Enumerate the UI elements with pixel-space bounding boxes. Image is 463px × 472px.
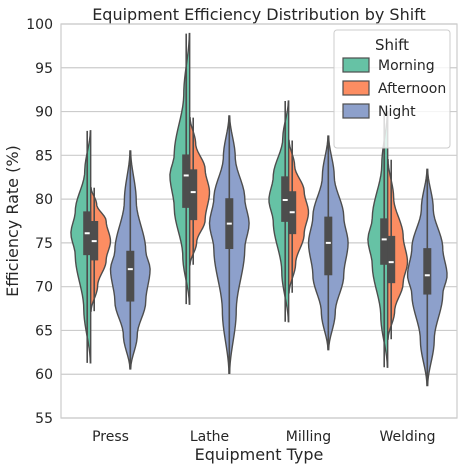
y-tick-label: 60 (35, 367, 53, 383)
plot-frame (60, 23, 458, 419)
y-tick-label: 75 (35, 236, 53, 252)
chart-title: Equipment Efficiency Distribution by Shi… (92, 5, 426, 24)
x-axis-label: Equipment Type (195, 445, 324, 464)
iqr-box-night-milling (324, 216, 333, 276)
legend-item-morning: Morning (342, 57, 435, 74)
legend-label: Afternoon (378, 81, 446, 97)
legend-label: Morning (378, 58, 435, 74)
y-axis-label: Efficiency Rate (%) (3, 145, 22, 297)
iqr-box-night-welding (423, 248, 432, 295)
y-tick-label: 55 (35, 411, 53, 427)
legend-swatch (342, 80, 370, 96)
iqr-box-afternoon-lathe (189, 169, 198, 221)
iqr-box-morning-lathe (182, 154, 191, 208)
y-tick-label: 100 (26, 17, 53, 33)
y-tick-label: 85 (35, 148, 53, 164)
y-tick-label: 80 (35, 192, 53, 208)
legend-label: Night (378, 104, 416, 120)
violin-morning-milling (268, 100, 290, 323)
violin-afternoon-milling (288, 139, 310, 294)
iqr-box-afternoon-welding (387, 235, 396, 284)
iqr-box-morning-welding (380, 218, 389, 265)
legend-item-afternoon: Afternoon (342, 80, 446, 97)
violin-morning-press (70, 130, 92, 364)
violin-afternoon-lathe (189, 116, 211, 266)
legend-swatch (342, 57, 370, 73)
violin-group-lathe (169, 32, 250, 375)
y-tick-label: 95 (35, 61, 53, 77)
violin-group-milling (268, 100, 349, 351)
legend-item-night: Night (342, 103, 416, 120)
y-tick-label: 65 (35, 323, 53, 339)
x-tick-label: Welding (379, 429, 435, 445)
legend-swatch (342, 103, 370, 119)
legend: Shift Morning Afternoon Night (333, 29, 451, 149)
x-tick-label: Press (92, 429, 129, 445)
violin-afternoon-press (90, 187, 112, 312)
x-tick-label: Lathe (190, 429, 229, 445)
y-tick-label: 70 (35, 280, 53, 296)
violin-group-welding (367, 110, 448, 387)
violin-group-press (70, 130, 151, 370)
iqr-box-night-press (126, 250, 135, 302)
y-tick-label: 90 (35, 105, 53, 121)
x-tick-label: Milling (286, 429, 331, 445)
legend-title: Shift (375, 36, 409, 54)
